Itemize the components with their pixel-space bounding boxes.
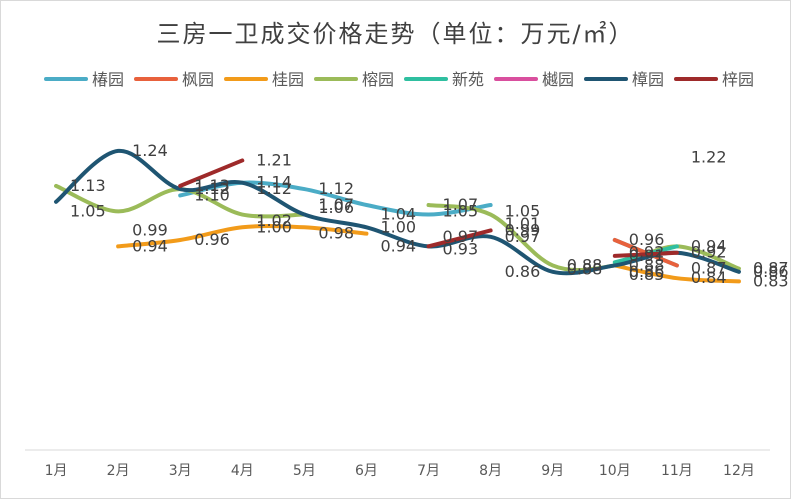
data-label: 1.12 — [194, 179, 230, 198]
series-segment — [426, 203, 741, 272]
data-label: 0.91 — [629, 246, 665, 265]
data-label: 1.04 — [380, 205, 416, 224]
data-label: 0.86 — [505, 262, 541, 281]
x-axis-ticks: 1月 2月 3月 4月 5月 6月 7月 8月 9月 10月 11月 12月 — [45, 463, 755, 479]
data-label: 1.14 — [256, 173, 292, 192]
data-label: 0.94 — [691, 236, 727, 255]
data-label: 1.05 — [443, 201, 479, 220]
data-label: 0.93 — [443, 240, 479, 259]
legend-item-7[interactable]: 樟园 — [584, 70, 664, 89]
data-label: 1.21 — [256, 150, 292, 169]
x-tick-label: 1月 — [45, 463, 68, 479]
x-tick-label: 4月 — [231, 463, 254, 479]
x-tick-label: 9月 — [541, 463, 564, 479]
x-tick-label: 11月 — [661, 463, 693, 479]
series-segment — [178, 158, 245, 188]
series-segment — [54, 148, 741, 276]
data-label: 0.84 — [691, 268, 727, 287]
data-label: 1.22 — [691, 147, 727, 166]
data-label: 0.88 — [567, 259, 603, 278]
data-label: 0.83 — [753, 271, 789, 290]
legend-item-8[interactable]: 梓园 — [674, 70, 754, 89]
legend-label: 枫园 — [182, 70, 214, 89]
data-label: 0.99 — [505, 220, 541, 239]
data-label: 1.10 — [194, 185, 230, 204]
legend-item-2[interactable]: 枫园 — [134, 70, 214, 89]
data-label: 0.96 — [629, 230, 665, 249]
data-label: 1.12 — [256, 179, 292, 198]
x-tick-label: 6月 — [355, 463, 378, 479]
data-label: 1.07 — [443, 195, 479, 214]
x-tick-label: 10月 — [599, 463, 631, 479]
series-e6a293e59bad-line — [178, 158, 679, 258]
legend-label: 椿园 — [92, 70, 124, 89]
data-label: 1.00 — [380, 217, 416, 236]
data-label: 0.88 — [567, 255, 603, 274]
series-e6a89fe59bad-line — [54, 148, 741, 276]
legend-item-4[interactable]: 榕园 — [314, 70, 394, 89]
legend-item-5[interactable]: 新苑 — [404, 70, 484, 89]
data-label: 0.92 — [629, 243, 665, 262]
data-label: 0.86 — [753, 262, 789, 281]
series-segment — [426, 228, 493, 249]
legend-label: 榕园 — [362, 70, 394, 89]
data-label: 0.87 — [691, 259, 727, 278]
legend-label: 新苑 — [452, 70, 484, 89]
legend-label: 梓园 — [722, 70, 754, 89]
data-label: 0.92 — [691, 243, 727, 262]
data-label: 0.85 — [629, 265, 665, 284]
series-segment — [116, 224, 369, 249]
legend-item-1[interactable]: 椿园 — [44, 70, 124, 89]
x-tick-label: 7月 — [417, 463, 440, 479]
x-tick-label: 3月 — [169, 463, 192, 479]
data-label: 1.02 — [256, 211, 292, 230]
data-label: 0.86 — [629, 262, 665, 281]
data-label: 0.94 — [380, 236, 416, 255]
data-label: 0.96 — [194, 230, 230, 249]
legend-label: 桂园 — [272, 70, 304, 89]
x-tick-label: 12月 — [723, 463, 755, 479]
series-lines — [54, 148, 741, 284]
data-label: 1.12 — [318, 179, 354, 198]
data-label: 1.05 — [505, 201, 541, 220]
x-tick-label: 8月 — [479, 463, 502, 479]
data-labels: 1.131.051.240.990.941.131.121.100.961.21… — [70, 141, 789, 290]
data-label: 0.94 — [132, 236, 168, 255]
data-label: 0.87 — [753, 259, 789, 278]
x-tick-label: 5月 — [293, 463, 316, 479]
data-label: 1.07 — [318, 195, 354, 214]
x-tick-label: 2月 — [107, 463, 130, 479]
series-segment — [612, 263, 741, 284]
data-label: 1.13 — [70, 176, 106, 195]
chart-title: 三房一卫成交价格走势（单位：万元/㎡） — [156, 20, 635, 48]
data-label: 1.00 — [256, 217, 292, 236]
data-label: 1.24 — [132, 141, 168, 160]
series-e6a4bfe59bad-line — [178, 180, 679, 268]
data-label: 1.13 — [194, 176, 230, 195]
legend-label: 樟园 — [632, 70, 664, 89]
series-segment — [612, 250, 679, 258]
data-label: 1.05 — [70, 201, 106, 220]
legend: 椿园 枫园 桂园 榕园 新苑 樾园 樟园 梓园 — [44, 70, 754, 89]
legend-label: 樾园 — [542, 70, 574, 89]
data-label: 0.97 — [443, 227, 479, 246]
series-e6a182e59bad-line — [116, 224, 741, 284]
data-label: 1.01 — [505, 214, 541, 233]
legend-item-6[interactable]: 樾园 — [494, 70, 574, 89]
data-label: 0.99 — [132, 220, 168, 239]
legend-item-3[interactable]: 桂园 — [224, 70, 304, 89]
data-label: 0.88 — [629, 255, 665, 274]
data-label: 0.97 — [505, 227, 541, 246]
data-label: 1.06 — [318, 198, 354, 217]
data-label: 0.98 — [318, 224, 354, 243]
